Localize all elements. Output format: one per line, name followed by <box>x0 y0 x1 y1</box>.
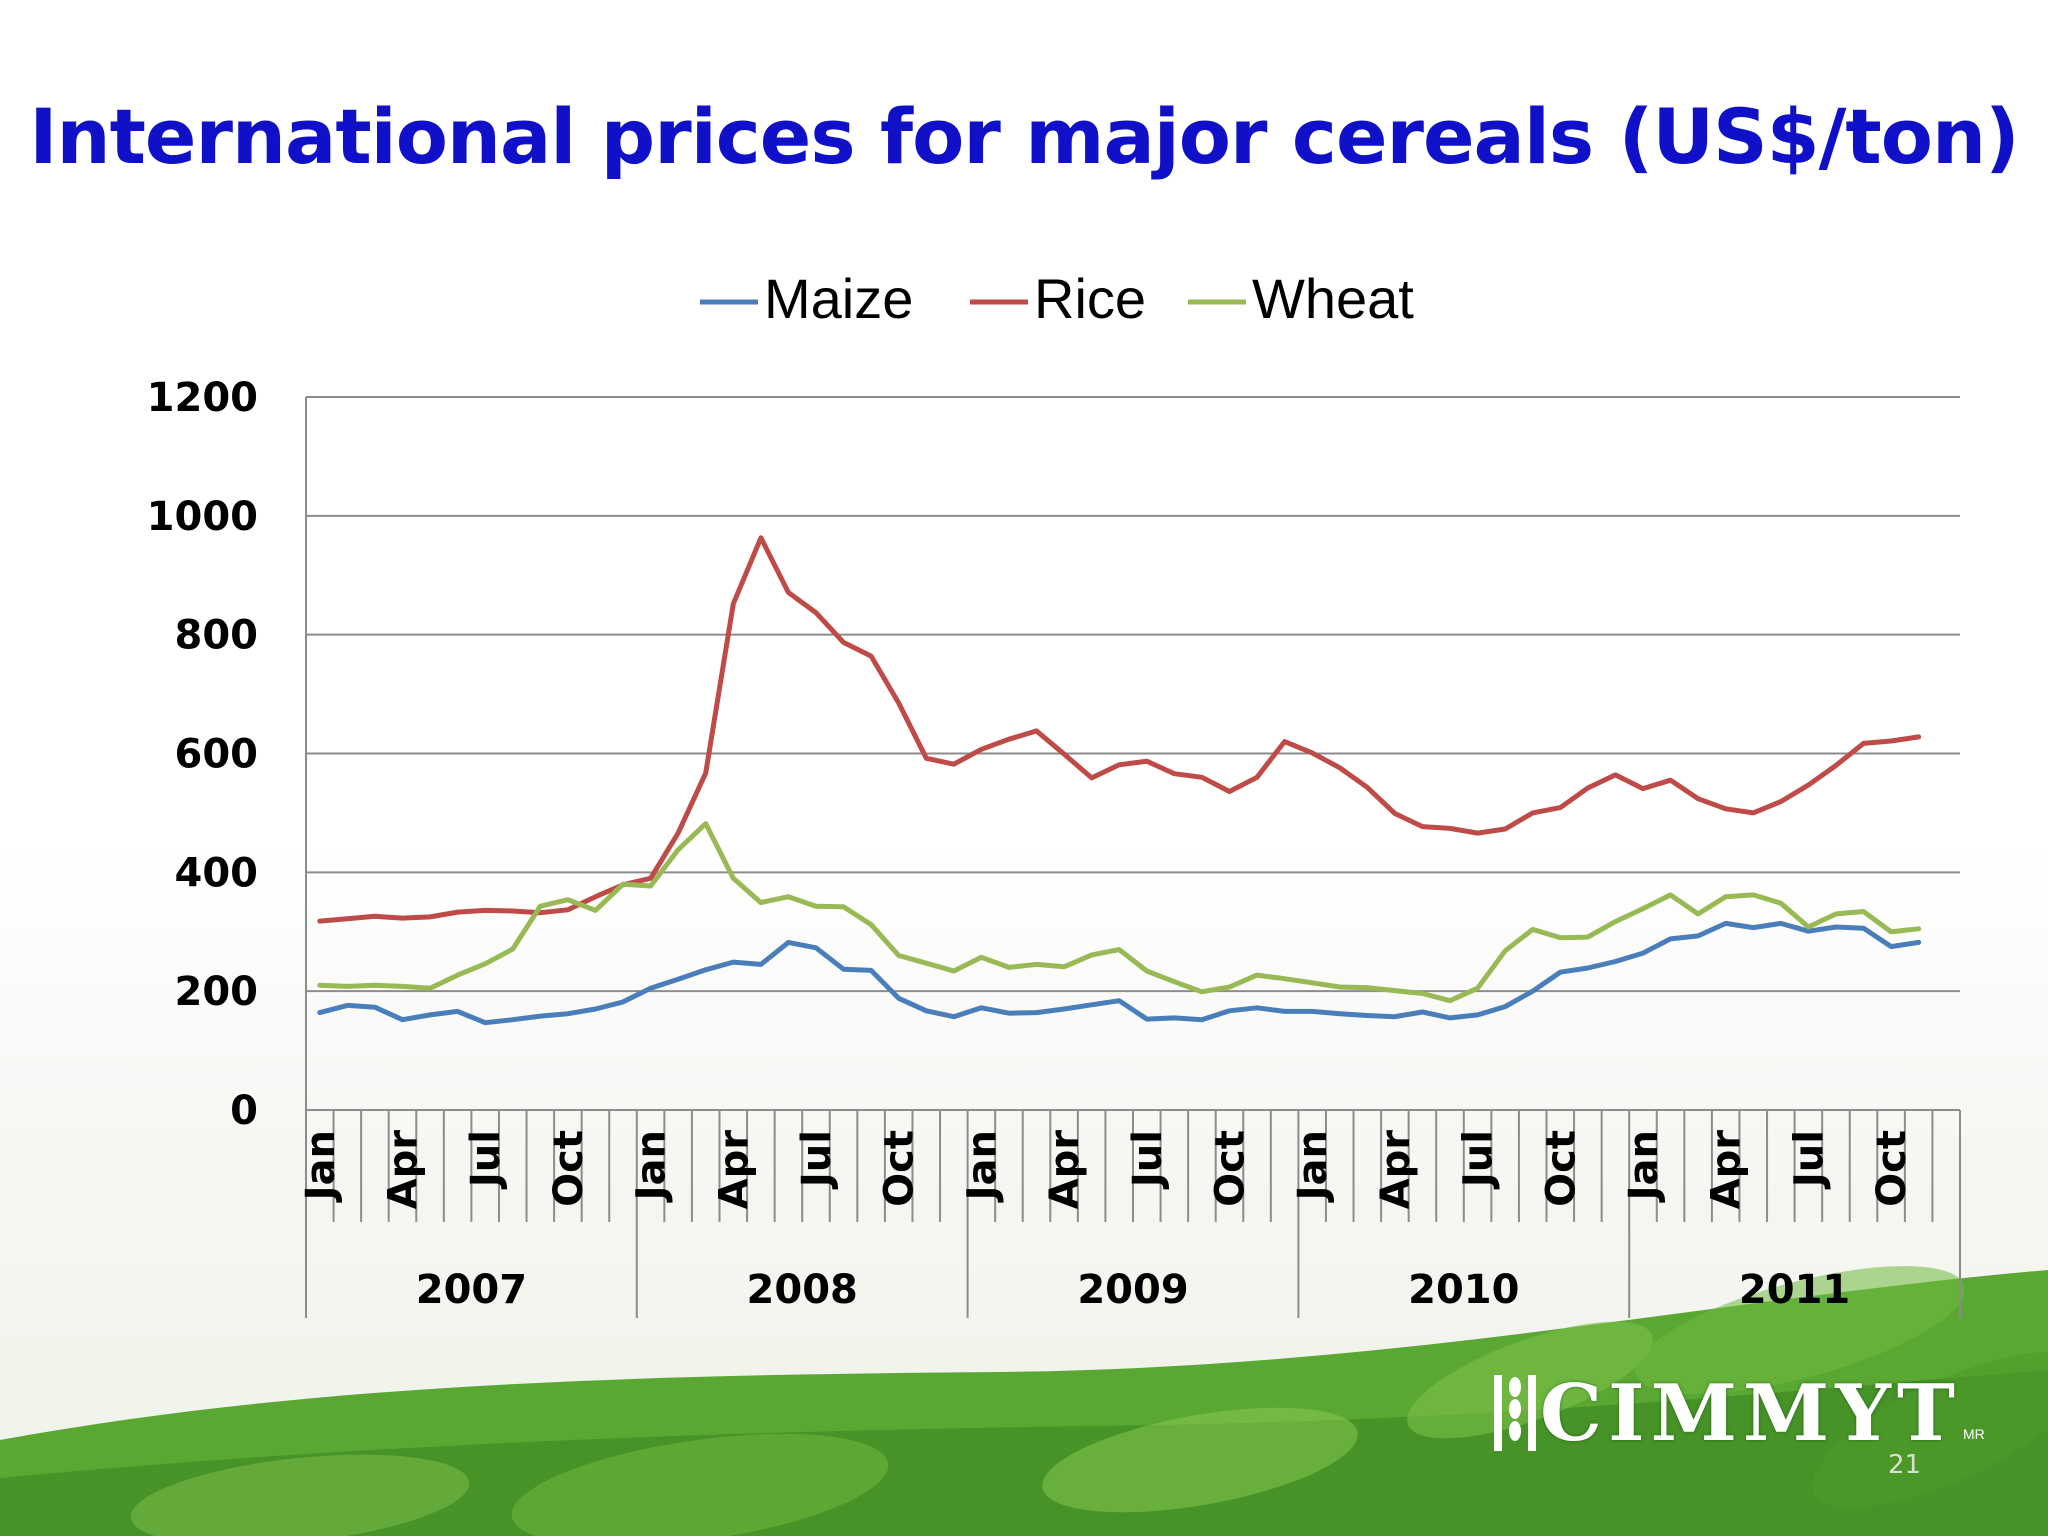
month-label: Apr <box>1042 1130 1088 1210</box>
y-tick-label: 800 <box>175 613 259 659</box>
month-label: Jul <box>1786 1130 1832 1190</box>
y-tick-label: 1200 <box>147 375 258 421</box>
month-label: Jul <box>1456 1130 1502 1190</box>
month-label: Oct <box>1869 1130 1915 1207</box>
month-label: Oct <box>1207 1130 1253 1207</box>
month-label: Jul <box>1125 1130 1171 1190</box>
legend-label: Wheat <box>1252 267 1414 330</box>
legend-label: Maize <box>764 267 913 330</box>
y-tick-label: 0 <box>230 1088 258 1134</box>
month-label: Jan <box>298 1130 344 1203</box>
month-label: Oct <box>546 1130 592 1207</box>
y-tick-label: 400 <box>175 850 259 896</box>
slide-title: International prices for major cereals (… <box>29 92 2020 181</box>
series-line-wheat <box>317 821 1922 1004</box>
slide-number: 21 <box>1888 1450 1922 1480</box>
series-line-rice <box>317 535 1922 924</box>
month-label: Jan <box>629 1130 675 1203</box>
year-label: 2009 <box>1077 1267 1188 1313</box>
month-label: Oct <box>877 1130 923 1207</box>
legend-label: Rice <box>1034 267 1146 330</box>
month-label: Jul <box>463 1130 509 1190</box>
year-label: 2008 <box>747 1267 858 1313</box>
month-label: Jul <box>794 1130 840 1190</box>
month-label: Apr <box>1704 1130 1750 1210</box>
month-label: Jan <box>1621 1130 1667 1203</box>
month-label: Apr <box>1373 1130 1419 1210</box>
y-tick-label: 1000 <box>147 494 258 540</box>
cimmyt-logo: CIMMYT MR <box>1490 1367 1985 1459</box>
month-label: Jan <box>959 1130 1005 1203</box>
logo-mark: MR <box>1962 1426 1985 1442</box>
year-label: 2011 <box>1739 1267 1850 1313</box>
month-label: Jan <box>1290 1130 1336 1203</box>
y-tick-label: 200 <box>175 969 259 1015</box>
month-label: Apr <box>380 1130 426 1210</box>
month-label: Oct <box>1538 1130 1584 1207</box>
year-label: 2010 <box>1408 1267 1519 1313</box>
year-label: 2007 <box>416 1267 527 1313</box>
series-line-maize <box>317 920 1922 1026</box>
logo-text: CIMMYT <box>1540 1367 1961 1459</box>
y-tick-label: 600 <box>175 732 259 778</box>
wheat-ear-icon <box>1494 1375 1536 1451</box>
month-label: Apr <box>711 1130 757 1210</box>
